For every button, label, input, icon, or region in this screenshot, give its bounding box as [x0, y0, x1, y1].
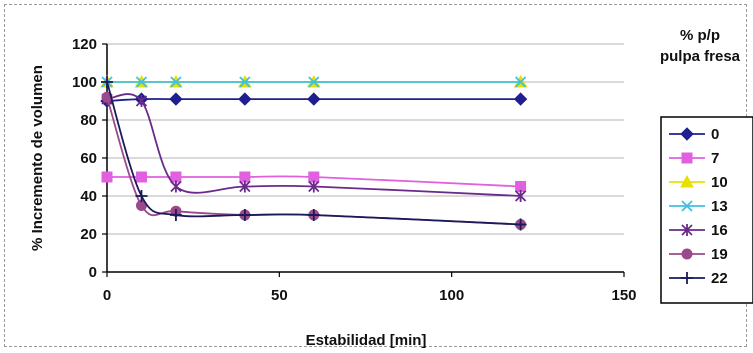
- legend-label: 22: [711, 270, 728, 287]
- data-point: [135, 190, 148, 202]
- legend-label: 16: [711, 222, 728, 239]
- x-tick-label: 0: [103, 287, 111, 304]
- legend: 0 7 10 13 16 19 22: [660, 116, 753, 304]
- square-marker: [681, 152, 693, 164]
- data-point: [239, 180, 251, 193]
- axes: [102, 43, 625, 277]
- legend-item: 13: [669, 198, 728, 215]
- y-tick-label: 80: [80, 112, 97, 129]
- data-point: [169, 92, 183, 106]
- series-line: [106, 81, 521, 226]
- diamond-marker: [169, 92, 183, 106]
- legend-label: 0: [711, 126, 719, 143]
- data-point: [101, 171, 113, 183]
- series-7: [101, 171, 527, 192]
- data-point: [238, 92, 252, 106]
- y-tick-label: 60: [80, 150, 97, 167]
- y-tick-label: 20: [80, 226, 97, 243]
- square-marker: [101, 171, 113, 183]
- data-point: [238, 209, 251, 221]
- grid-lines: [107, 43, 624, 273]
- y-tick-label: 0: [89, 264, 97, 281]
- data-point: [308, 180, 320, 193]
- square-marker: [135, 171, 147, 183]
- data-point: [101, 76, 113, 88]
- y-tick-label: 100: [72, 74, 97, 91]
- legend-label: 7: [711, 150, 719, 167]
- data-point: [239, 76, 251, 88]
- data-point: [170, 76, 182, 88]
- series-16: [101, 93, 527, 202]
- legend-title: % p/p pulpa fresa: [660, 27, 741, 65]
- legend-item: 7: [669, 150, 719, 167]
- diamond-marker: [513, 92, 528, 106]
- data-point: [307, 209, 320, 221]
- series-19: [101, 91, 527, 230]
- data-point: [514, 218, 527, 231]
- legend-item: 10: [669, 174, 728, 191]
- diamond-marker: [307, 92, 321, 106]
- x-marker-stroke: [239, 76, 251, 88]
- data-point: [169, 209, 182, 221]
- legend-item: 0: [669, 126, 719, 143]
- legend-title-line: pulpa fresa: [660, 48, 741, 65]
- legend-marker: [681, 248, 693, 260]
- series-layer: [100, 74, 528, 231]
- circle-marker: [681, 248, 693, 260]
- series-13: [101, 76, 527, 88]
- legend-marker: [681, 272, 693, 284]
- legend-marker: [680, 127, 694, 141]
- x-marker-stroke: [308, 76, 320, 88]
- data-point: [135, 95, 148, 107]
- data-point: [514, 190, 527, 202]
- legend-box: [660, 116, 753, 304]
- data-point: [170, 180, 182, 193]
- x-tick-labels: 0 50 100 150: [103, 287, 637, 304]
- legend-marker: [680, 174, 694, 188]
- x-tick-label: 100: [439, 287, 464, 304]
- data-point: [513, 92, 528, 106]
- diamond-marker: [680, 127, 694, 141]
- x-axis-label: Estabilidad [min]: [306, 332, 427, 349]
- y-tick-labels: 0 20 40 60 80 100 120: [72, 36, 97, 281]
- legend-label: 13: [711, 198, 728, 215]
- x-marker-stroke: [135, 76, 148, 88]
- legend-item: 19: [669, 246, 728, 263]
- legend-marker: [681, 200, 693, 212]
- legend-item: 22: [669, 270, 728, 287]
- legend-marker: [681, 224, 693, 236]
- legend-marker: [681, 152, 693, 164]
- x-tick-label: 150: [611, 287, 636, 304]
- series-0: [100, 92, 528, 108]
- data-point: [135, 76, 148, 88]
- data-point: [308, 76, 320, 88]
- legend-item: 16: [669, 222, 728, 239]
- legend-label: 19: [711, 246, 728, 263]
- data-point: [514, 76, 527, 88]
- legend-title-line: % p/p: [680, 27, 720, 44]
- x-marker-stroke: [170, 76, 182, 88]
- x-tick-label: 50: [271, 287, 288, 304]
- data-point: [135, 171, 147, 183]
- y-tick-label: 40: [80, 188, 97, 205]
- legend-label: 10: [711, 174, 728, 191]
- data-point: [307, 92, 321, 106]
- series-22: [101, 76, 527, 231]
- y-tick-label: 120: [72, 36, 97, 53]
- y-axis-label: % Incremento de volumen: [29, 65, 46, 251]
- x-marker-stroke: [514, 76, 527, 88]
- series-line: [106, 96, 521, 226]
- triangle-marker: [680, 174, 694, 188]
- diamond-marker: [238, 92, 252, 106]
- x-marker-stroke: [681, 200, 693, 212]
